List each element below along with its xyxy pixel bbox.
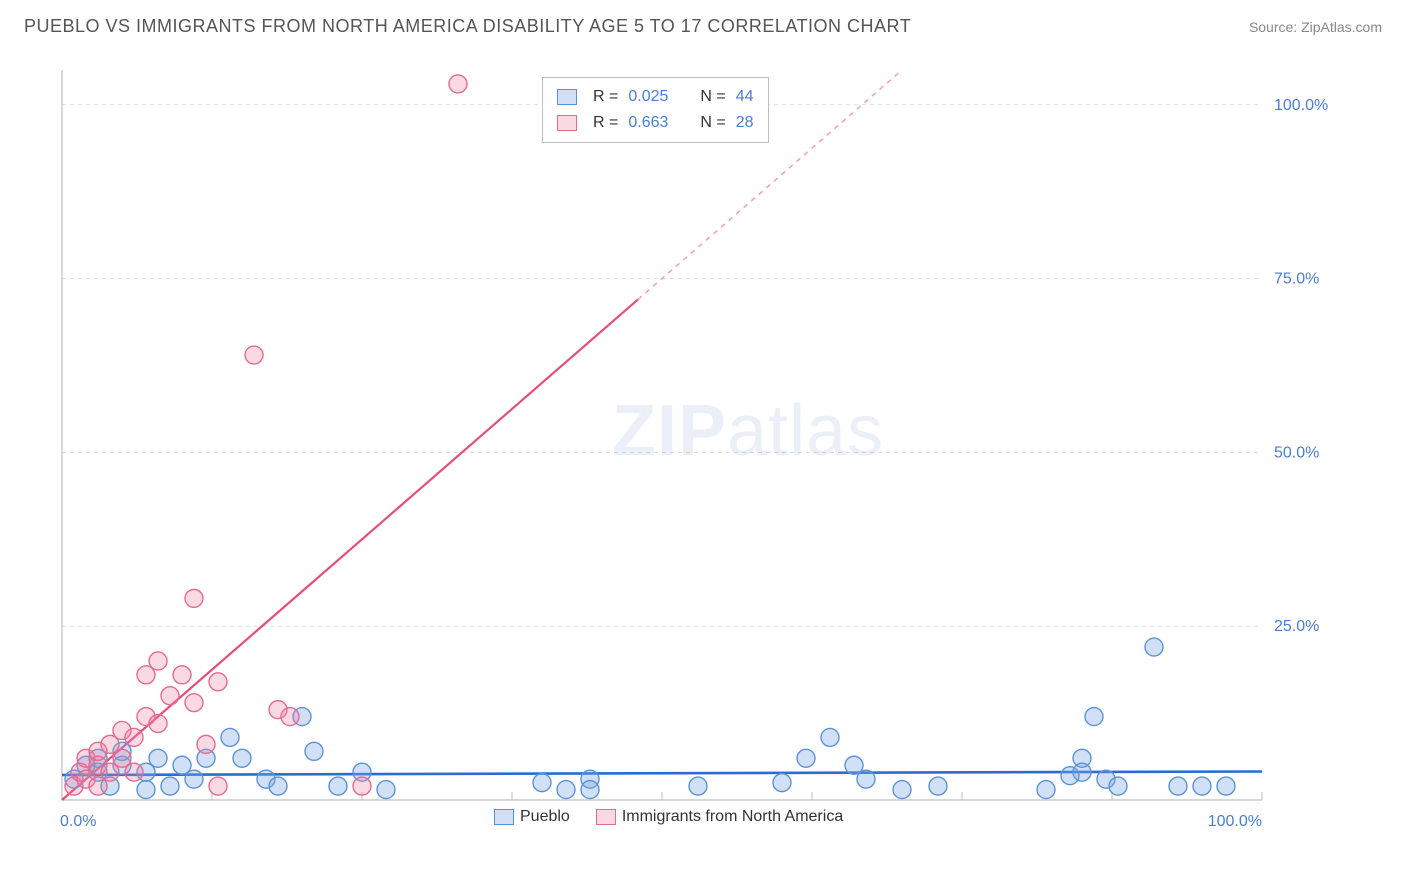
- axis-layer: [62, 70, 1262, 800]
- legend-item: Pueblo: [494, 808, 570, 826]
- legend-swatch: [596, 809, 616, 825]
- n-value: 44: [736, 84, 754, 110]
- x-tick-label: 100.0%: [1208, 813, 1262, 830]
- data-point: [137, 781, 155, 799]
- data-point: [209, 673, 227, 691]
- y-tick-label: 100.0%: [1274, 97, 1328, 114]
- data-point: [221, 728, 239, 746]
- stats-legend: R = 0.025 N = 44 R = 0.663 N = 28: [542, 77, 769, 143]
- data-point: [149, 715, 167, 733]
- n-value: 28: [736, 110, 754, 136]
- data-point: [185, 694, 203, 712]
- data-point: [1145, 638, 1163, 656]
- data-point: [197, 735, 215, 753]
- data-point: [797, 749, 815, 767]
- data-point: [557, 781, 575, 799]
- chart-title: PUEBLO VS IMMIGRANTS FROM NORTH AMERICA …: [24, 16, 911, 37]
- legend-label: Immigrants from North America: [622, 808, 843, 825]
- data-point: [185, 589, 203, 607]
- n-label: N =: [700, 110, 725, 136]
- n-label: N =: [700, 84, 725, 110]
- data-point: [821, 728, 839, 746]
- y-tick-labels: 25.0% 50.0% 75.0% 100.0%: [1274, 97, 1328, 635]
- data-point: [173, 666, 191, 684]
- data-point: [449, 75, 467, 93]
- data-point: [1073, 763, 1091, 781]
- legend-item: Immigrants from North America: [596, 808, 843, 826]
- chart-area: 25.0%50.0%75.0%100.0% 0.0%100.0% Disabil…: [52, 60, 1352, 840]
- stats-legend-row: R = 0.663 N = 28: [557, 110, 754, 136]
- y-tick-label: 75.0%: [1274, 271, 1319, 288]
- data-point: [185, 770, 203, 788]
- data-point: [125, 763, 143, 781]
- data-point: [161, 687, 179, 705]
- data-point: [1037, 781, 1055, 799]
- r-label: R =: [593, 110, 618, 136]
- data-point: [1109, 777, 1127, 795]
- data-point: [245, 346, 263, 364]
- x-tick-label: 0.0%: [60, 813, 96, 830]
- data-point: [377, 781, 395, 799]
- scatter-plot: 25.0%50.0%75.0%100.0% 0.0%100.0% Disabil…: [52, 60, 1352, 840]
- legend-swatch: [557, 115, 577, 131]
- data-point: [329, 777, 347, 795]
- data-point: [689, 777, 707, 795]
- points-layer: [65, 75, 1235, 799]
- legend-swatch: [494, 809, 514, 825]
- data-point: [209, 777, 227, 795]
- data-point: [353, 777, 371, 795]
- grid-layer: [62, 105, 1262, 626]
- stats-legend-row: R = 0.025 N = 44: [557, 84, 754, 110]
- trend-layer: [62, 70, 1262, 800]
- data-point: [281, 708, 299, 726]
- data-point: [929, 777, 947, 795]
- title-bar: PUEBLO VS IMMIGRANTS FROM NORTH AMERICA …: [0, 0, 1406, 43]
- data-point: [893, 781, 911, 799]
- y-tick-label: 25.0%: [1274, 618, 1319, 635]
- data-point: [305, 742, 323, 760]
- data-point: [1193, 777, 1211, 795]
- series-legend: Pueblo Immigrants from North America: [494, 808, 843, 826]
- data-point: [1169, 777, 1187, 795]
- data-point: [161, 777, 179, 795]
- data-point: [149, 652, 167, 670]
- data-point: [773, 774, 791, 792]
- r-label: R =: [593, 84, 618, 110]
- data-point: [581, 781, 599, 799]
- r-value: 0.663: [628, 110, 668, 136]
- data-point: [1217, 777, 1235, 795]
- data-point: [149, 749, 167, 767]
- r-value: 0.025: [628, 84, 668, 110]
- y-tick-label: 50.0%: [1274, 444, 1319, 461]
- data-point: [857, 770, 875, 788]
- source-label: Source: ZipAtlas.com: [1249, 19, 1382, 35]
- data-point: [1085, 708, 1103, 726]
- data-point: [533, 774, 551, 792]
- legend-label: Pueblo: [520, 808, 570, 825]
- data-point: [233, 749, 251, 767]
- data-point: [269, 777, 287, 795]
- legend-swatch: [557, 89, 577, 105]
- data-point: [125, 728, 143, 746]
